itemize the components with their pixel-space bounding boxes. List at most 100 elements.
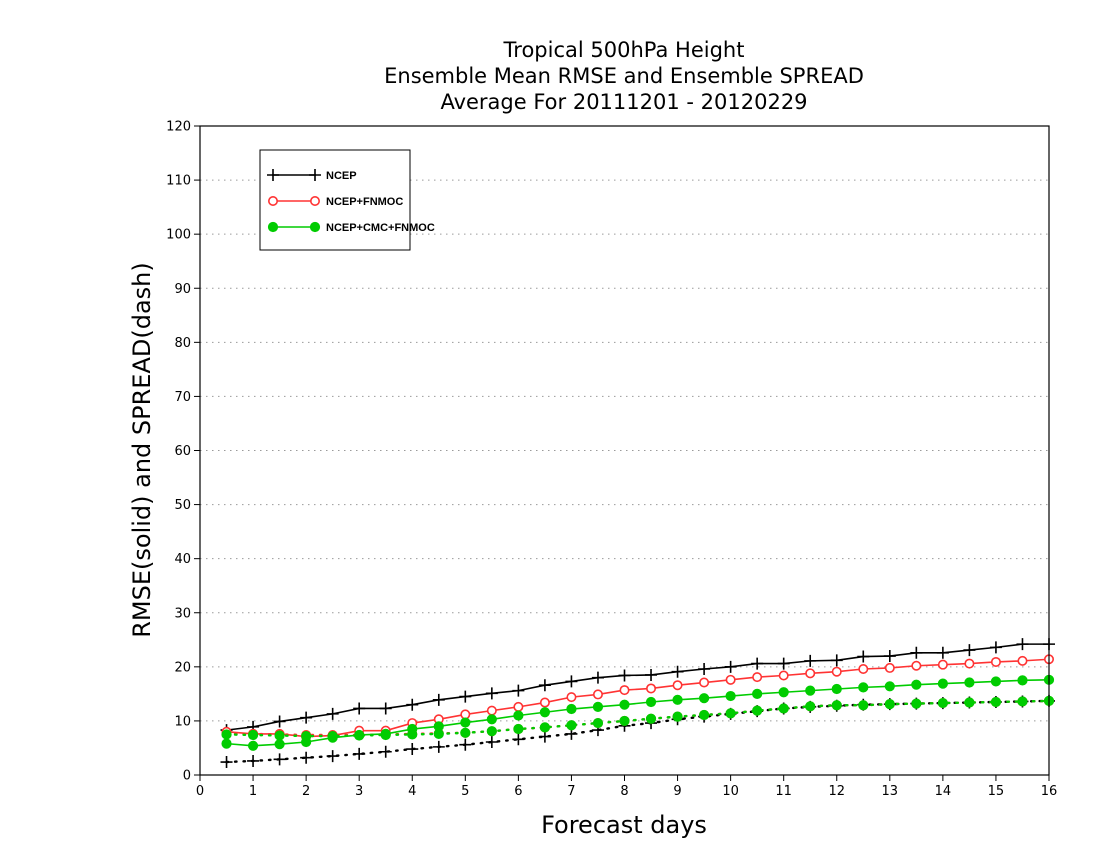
rmse-point-ncep bbox=[777, 657, 790, 670]
rmse-point-ncep bbox=[963, 644, 976, 657]
rmse-point-ncep bbox=[910, 646, 923, 659]
rmse-line-ncep-fnmoc bbox=[226, 658, 1050, 738]
x-tick-label: 3 bbox=[355, 784, 363, 799]
legend-marker-left bbox=[267, 169, 279, 181]
rmse-point-ncep bbox=[857, 650, 870, 663]
spread-point-ncep bbox=[432, 740, 445, 753]
rmse-point-ncep bbox=[883, 650, 896, 663]
legend-marker-right bbox=[309, 196, 320, 207]
rmse-point-ncep-cmc-fnmoc bbox=[831, 683, 842, 695]
x-tick-label: 9 bbox=[673, 784, 681, 799]
rmse-point-ncep bbox=[804, 654, 817, 667]
rmse-point-ncep-cmc-fnmoc bbox=[327, 732, 338, 743]
y-tick-label: 100 bbox=[166, 228, 191, 243]
x-tick-label: 12 bbox=[828, 784, 845, 799]
rmse-point-ncep bbox=[591, 671, 604, 684]
rmse-point-ncep-cmc-fnmoc bbox=[698, 693, 710, 704]
x-tick-label: 0 bbox=[196, 784, 204, 799]
spread-point-ncep-cmc-fnmoc bbox=[566, 720, 577, 731]
spread-point-ncep bbox=[247, 754, 260, 767]
rmse-point-ncep-fnmoc bbox=[513, 701, 524, 712]
rmse-point-ncep-cmc-fnmoc bbox=[380, 728, 391, 739]
x-tick-label: 10 bbox=[722, 784, 739, 799]
spread-point-ncep-cmc-fnmoc bbox=[513, 723, 524, 735]
chart-title: Tropical 500hPa Height Ensemble Mean RMS… bbox=[384, 38, 864, 114]
legend-label: NCEP+FNMOC bbox=[326, 196, 403, 208]
x-tick-label: 15 bbox=[988, 784, 1005, 799]
rmse-point-ncep-fnmoc bbox=[486, 705, 497, 716]
rmse-point-ncep bbox=[273, 715, 286, 728]
rmse-point-ncep-cmc-fnmoc bbox=[407, 723, 418, 735]
rmse-point-ncep-cmc-fnmoc bbox=[805, 685, 816, 696]
rmse-point-ncep-fnmoc bbox=[725, 674, 736, 685]
rmse-point-ncep bbox=[936, 646, 949, 659]
rmse-point-ncep-fnmoc bbox=[884, 662, 895, 673]
spread-point-ncep-cmc-fnmoc bbox=[221, 729, 232, 740]
spread-point-ncep bbox=[485, 736, 498, 749]
spread-point-ncep bbox=[379, 745, 392, 758]
spread-point-ncep-cmc-fnmoc bbox=[752, 705, 763, 716]
spread-point-ncep-cmc-fnmoc bbox=[592, 717, 604, 729]
rmse-point-ncep-fnmoc bbox=[699, 677, 710, 688]
rmse-point-ncep bbox=[1016, 638, 1029, 651]
spread-point-ncep-cmc-fnmoc bbox=[805, 701, 816, 712]
rmse-point-ncep bbox=[618, 669, 631, 682]
rmse-point-ncep-cmc-fnmoc bbox=[566, 703, 577, 715]
y-tick-label: 70 bbox=[174, 390, 191, 405]
rmse-point-ncep-fnmoc bbox=[778, 670, 789, 681]
rmse-point-ncep-cmc-fnmoc bbox=[645, 696, 657, 708]
rmse-point-ncep bbox=[406, 698, 419, 711]
rmse-point-ncep bbox=[565, 675, 578, 688]
x-tick-label: 1 bbox=[249, 784, 257, 799]
spread-line-ncep-fnmoc bbox=[225, 699, 1051, 737]
x-tick-label: 6 bbox=[514, 784, 522, 799]
y-tick-label: 50 bbox=[174, 498, 191, 513]
legend-label: NCEP+CMC+FNMOC bbox=[326, 222, 435, 234]
x-axis: 0 1 2 3 4 5 6 7 8 9 10 11 12 13 14 15 16 bbox=[196, 775, 1057, 799]
spread-point-ncep-cmc-fnmoc bbox=[778, 703, 789, 714]
spread-point-ncep-cmc-fnmoc bbox=[619, 715, 630, 727]
legend-marker-left bbox=[267, 221, 279, 233]
x-tick-label: 4 bbox=[408, 784, 416, 799]
y-axis: 0 10 20 30 40 50 60 70 80 90 100 110 120 bbox=[166, 120, 200, 784]
rmse-point-ncep-fnmoc bbox=[460, 709, 471, 720]
rmse-point-ncep-cmc-fnmoc bbox=[1017, 675, 1028, 686]
legend-item-ncep-cmc-fnmoc: NCEP+CMC+FNMOC bbox=[267, 221, 435, 234]
x-tick-label: 13 bbox=[882, 784, 899, 799]
spread-point-ncep-cmc-fnmoc bbox=[672, 711, 683, 722]
spread-point-ncep-cmc-fnmoc bbox=[247, 729, 259, 741]
rmse-point-ncep bbox=[724, 660, 737, 673]
y-tick-label: 40 bbox=[174, 552, 191, 567]
rmse-point-ncep bbox=[326, 707, 339, 720]
y-tick-label: 90 bbox=[174, 282, 191, 297]
rmse-point-ncep bbox=[698, 662, 711, 675]
spread-point-ncep-cmc-fnmoc bbox=[884, 699, 895, 710]
x-axis-label: Forecast days bbox=[541, 811, 707, 839]
rmse-point-ncep-fnmoc bbox=[646, 683, 657, 694]
x-tick-label: 7 bbox=[567, 784, 575, 799]
x-tick-label: 8 bbox=[620, 784, 628, 799]
spread-point-ncep-cmc-fnmoc bbox=[964, 697, 975, 708]
legend-marker-left bbox=[267, 196, 278, 207]
rmse-point-ncep bbox=[751, 657, 764, 670]
x-tick-label: 16 bbox=[1041, 784, 1058, 799]
rmse-point-ncep-cmc-fnmoc bbox=[539, 707, 551, 718]
rmse-point-ncep-fnmoc bbox=[1017, 655, 1028, 666]
spread-point-ncep-cmc-fnmoc bbox=[460, 727, 471, 738]
rmse-point-ncep bbox=[671, 665, 684, 678]
rmse-point-ncep-cmc-fnmoc bbox=[937, 678, 948, 689]
spread-point-ncep-cmc-fnmoc bbox=[1017, 696, 1028, 707]
rmse-point-ncep bbox=[353, 702, 366, 715]
rmse-point-ncep-fnmoc bbox=[831, 666, 842, 677]
rmse-point-ncep-cmc-fnmoc bbox=[752, 688, 763, 699]
spread-point-ncep bbox=[459, 738, 472, 751]
rmse-point-ncep-fnmoc bbox=[911, 660, 922, 671]
rmse-point-ncep-cmc-fnmoc bbox=[354, 729, 365, 741]
rmse-point-ncep-cmc-fnmoc bbox=[884, 681, 895, 692]
rmse-point-ncep-cmc-fnmoc bbox=[725, 690, 736, 702]
rmse-point-ncep bbox=[432, 693, 445, 706]
rmse-point-ncep bbox=[989, 641, 1002, 654]
chart-title-line-3: Average For 20111201 - 20120229 bbox=[440, 90, 807, 114]
rmse-point-ncep-fnmoc bbox=[592, 689, 603, 700]
spread-point-ncep bbox=[300, 751, 313, 764]
